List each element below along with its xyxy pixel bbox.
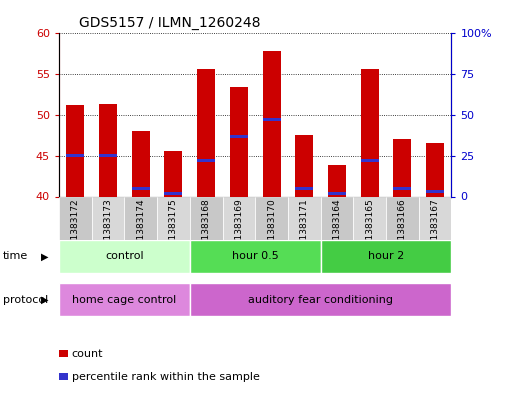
Text: percentile rank within the sample: percentile rank within the sample bbox=[72, 372, 260, 382]
Text: GSM1383173: GSM1383173 bbox=[104, 198, 112, 259]
Bar bbox=[223, 196, 255, 240]
Bar bbox=[190, 283, 451, 316]
Text: GSM1383172: GSM1383172 bbox=[71, 198, 80, 259]
Bar bbox=[255, 196, 288, 240]
Text: GDS5157 / ILMN_1260248: GDS5157 / ILMN_1260248 bbox=[78, 16, 260, 29]
Bar bbox=[321, 196, 353, 240]
Bar bbox=[263, 118, 281, 121]
Bar bbox=[263, 51, 281, 196]
Text: protocol: protocol bbox=[3, 295, 48, 305]
Bar bbox=[66, 154, 84, 157]
Bar bbox=[321, 240, 451, 273]
Bar bbox=[59, 240, 190, 273]
Bar bbox=[59, 196, 92, 240]
Text: GSM1383169: GSM1383169 bbox=[234, 198, 243, 259]
Bar bbox=[157, 196, 190, 240]
Bar bbox=[99, 154, 117, 157]
Bar bbox=[190, 240, 321, 273]
Bar bbox=[197, 159, 215, 162]
Text: GSM1383174: GSM1383174 bbox=[136, 198, 145, 259]
Bar bbox=[353, 196, 386, 240]
Bar bbox=[92, 196, 125, 240]
Text: time: time bbox=[3, 252, 28, 261]
Bar bbox=[295, 134, 313, 196]
Text: GSM1383168: GSM1383168 bbox=[202, 198, 211, 259]
Text: GSM1383166: GSM1383166 bbox=[398, 198, 407, 259]
Text: count: count bbox=[72, 349, 103, 359]
Bar bbox=[361, 159, 379, 162]
Bar bbox=[132, 131, 150, 196]
Bar bbox=[165, 151, 183, 196]
Text: GSM1383175: GSM1383175 bbox=[169, 198, 178, 259]
Bar bbox=[230, 135, 248, 138]
Text: hour 2: hour 2 bbox=[368, 252, 404, 261]
Text: ▶: ▶ bbox=[42, 252, 49, 261]
Text: GSM1383167: GSM1383167 bbox=[430, 198, 440, 259]
Text: GSM1383165: GSM1383165 bbox=[365, 198, 374, 259]
Text: GSM1383170: GSM1383170 bbox=[267, 198, 276, 259]
Text: GSM1383171: GSM1383171 bbox=[300, 198, 309, 259]
Bar bbox=[426, 190, 444, 193]
Text: auditory fear conditioning: auditory fear conditioning bbox=[248, 295, 393, 305]
Bar bbox=[393, 139, 411, 196]
Bar bbox=[426, 143, 444, 196]
Text: hour 0.5: hour 0.5 bbox=[232, 252, 279, 261]
Bar bbox=[328, 165, 346, 196]
Bar bbox=[124, 196, 157, 240]
Bar bbox=[190, 196, 223, 240]
Bar bbox=[361, 69, 379, 196]
Bar bbox=[295, 187, 313, 190]
Bar bbox=[66, 105, 84, 196]
Bar bbox=[59, 283, 190, 316]
Text: GSM1383164: GSM1383164 bbox=[332, 198, 342, 259]
Text: home cage control: home cage control bbox=[72, 295, 176, 305]
Text: control: control bbox=[105, 252, 144, 261]
Bar bbox=[165, 192, 183, 195]
Bar bbox=[197, 69, 215, 196]
Bar bbox=[386, 196, 419, 240]
Bar bbox=[132, 187, 150, 190]
Bar bbox=[99, 103, 117, 196]
Bar bbox=[230, 87, 248, 196]
Bar bbox=[288, 196, 321, 240]
Bar bbox=[419, 196, 451, 240]
Text: ▶: ▶ bbox=[42, 295, 49, 305]
Bar bbox=[328, 192, 346, 195]
Bar bbox=[393, 187, 411, 190]
